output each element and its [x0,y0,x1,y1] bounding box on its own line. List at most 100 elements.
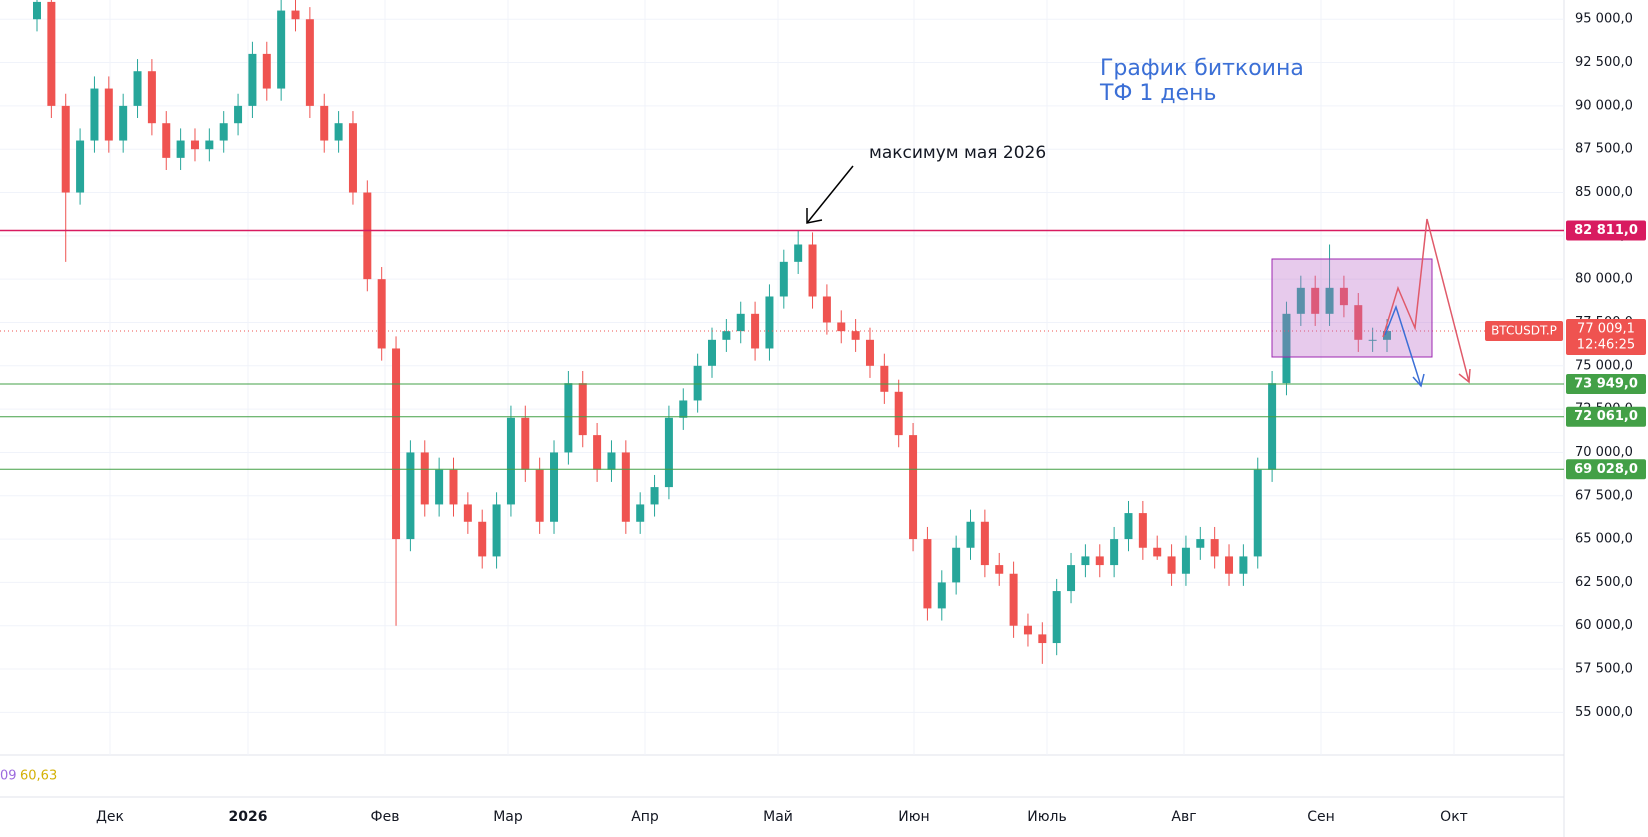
candle-body [162,123,171,158]
level-label: 82 811,0 [1574,223,1638,238]
candle-body [262,53,271,89]
candle-body [33,1,41,20]
candle-body [894,391,903,436]
level-label-bg [1566,220,1646,241]
candle-body [1023,625,1032,635]
candle-body [420,452,429,505]
candle-body [1124,513,1133,540]
candle-body [521,417,530,470]
candle-body [621,452,630,522]
candle-body [61,105,70,193]
level-label: 73 949,0 [1574,377,1638,392]
arrow-head [806,208,823,224]
candle-body [535,469,544,522]
x-tick-label: Апр [631,809,659,825]
candle-body [1067,565,1076,592]
y-tick-label: 75 000,0 [1575,358,1633,373]
candle-body [1181,547,1190,574]
chart-subtitle: ТФ 1 день [1099,81,1216,106]
candle-body [277,10,286,89]
candle-body [1282,313,1291,384]
y-tick-label: 65 000,0 [1575,532,1633,547]
candle-body [133,71,142,106]
x-tick-label: Сен [1307,809,1335,825]
candle-body [1368,339,1377,341]
annotation-arrow [806,165,854,224]
forecast-blue [1384,304,1422,387]
candle-body [607,452,616,470]
x-tick-label: Фев [371,809,400,825]
candle-body [837,322,846,332]
current-price-label: 77 009,1 [1577,321,1635,336]
x-tick-label: Окт [1440,809,1468,825]
arrow-head [1412,373,1425,388]
candle-body [392,348,401,540]
candle-body [377,279,386,349]
y-tick-label: 85 000,0 [1575,185,1633,200]
countdown: 12:46:25 [1577,337,1635,352]
candle-body [363,192,372,280]
candle-body [76,140,85,193]
arrow-head [1458,368,1471,384]
candle-body [808,244,817,297]
candles [0,0,1564,664]
candle-body [880,365,889,392]
candle-body [952,547,961,583]
candle-body [234,105,243,124]
price-axis: 55 000,0 57 500,0 60 000,0 62 500,0 65 000,0… [96,12,1646,825]
candle-body [1253,469,1262,557]
candle-body [794,244,803,262]
y-tick-label: 90 000,0 [1575,98,1633,113]
y-tick-label: 55 000,0 [1575,705,1633,720]
level-label: 69 028,0 [1574,462,1638,477]
symbol-label: BTCUSDT.P [1491,323,1557,337]
candle-body [1325,287,1334,314]
candle-body [1354,305,1363,340]
x-tick-label: Мар [493,809,523,825]
candle-body [176,140,185,158]
candle-body [449,469,458,505]
y-tick-label: 60 000,0 [1575,618,1633,633]
y-tick-label: 57 500,0 [1575,662,1633,677]
candle-body [751,313,760,349]
candle-body [1383,330,1391,340]
range-box [1271,258,1433,358]
candle-body [851,331,860,340]
candle-body [578,383,587,436]
y-tick-label: 80 000,0 [1575,272,1633,287]
level-label-bg [1566,459,1646,480]
candle-body [1009,573,1018,626]
candle-body [1339,287,1348,306]
indicator-value: 60,63 [20,769,57,784]
candle-body [1153,547,1162,557]
candle-body [1268,383,1277,470]
candle-body [1110,539,1119,566]
y-tick-label: 92 500,0 [1575,55,1633,70]
current-price-bg [1566,318,1646,355]
candle-body [1138,513,1147,548]
candle-body [205,140,214,150]
candle-body [564,383,573,453]
level-label-bg [1566,406,1646,427]
symbol-label-bg [1485,320,1563,341]
y-tick-label: 95 000,0 [1575,12,1633,27]
annotation: максимум мая 2026 [869,143,1046,163]
candle-body [664,417,673,488]
candle-body [248,53,257,106]
candle-body [147,71,156,124]
candle-body [1296,287,1305,314]
candle-body [305,19,314,106]
candle-body [348,123,357,193]
candle-body [104,88,113,141]
candle-body [822,296,831,323]
candle-body [550,452,559,522]
y-tick-label: 62 500,0 [1575,575,1633,590]
candle-body [119,105,128,141]
candle-body [1239,556,1248,574]
candle-body [1081,556,1090,566]
candle-body [995,565,1004,574]
candle-body [435,469,444,505]
level-label-bg [1566,374,1646,395]
candle-body [47,1,56,106]
